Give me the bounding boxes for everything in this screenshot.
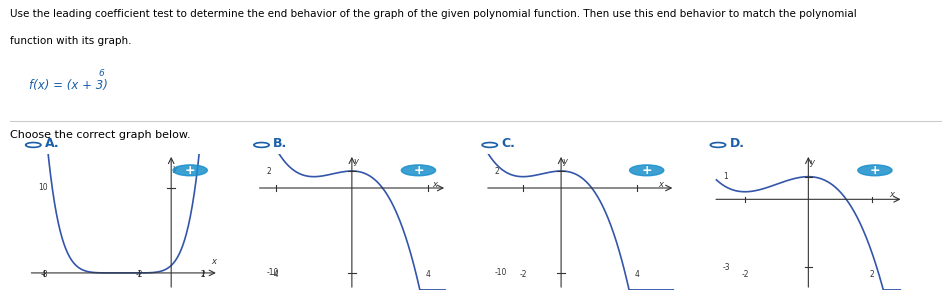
Text: 2: 2	[495, 166, 499, 175]
Text: 10: 10	[38, 184, 48, 192]
Text: 2: 2	[266, 166, 271, 175]
Text: y: y	[353, 157, 359, 166]
Text: -8: -8	[41, 270, 49, 279]
Text: -10: -10	[266, 268, 279, 278]
Text: f(x) = (x + 3): f(x) = (x + 3)	[29, 79, 107, 92]
Text: -2: -2	[519, 270, 527, 279]
Text: 2: 2	[869, 270, 874, 279]
Text: x: x	[889, 190, 894, 199]
Text: x: x	[433, 180, 437, 189]
Text: 1: 1	[723, 172, 728, 181]
Text: -10: -10	[495, 268, 507, 278]
Text: D.: D.	[729, 137, 745, 150]
Text: Use the leading coefficient test to determine the end behavior of the graph of t: Use the leading coefficient test to dete…	[10, 9, 856, 19]
Text: C.: C.	[501, 137, 515, 150]
Text: -3: -3	[723, 263, 730, 272]
Text: +: +	[184, 164, 196, 177]
Text: A.: A.	[45, 137, 59, 150]
Text: x: x	[658, 180, 663, 189]
Text: +: +	[641, 164, 652, 177]
Text: function with its graph.: function with its graph.	[10, 36, 131, 46]
Text: 4: 4	[634, 270, 640, 279]
Text: -2: -2	[136, 270, 144, 279]
Text: y: y	[172, 164, 178, 172]
Text: 2: 2	[201, 270, 205, 279]
Text: 4: 4	[425, 270, 431, 279]
Text: Choose the correct graph below.: Choose the correct graph below.	[10, 130, 190, 140]
Text: y: y	[809, 158, 815, 167]
Text: +: +	[413, 164, 424, 177]
Text: -2: -2	[741, 270, 748, 279]
Text: +: +	[869, 164, 881, 177]
Text: y: y	[562, 157, 568, 166]
Text: B.: B.	[273, 137, 287, 150]
Text: x: x	[212, 256, 217, 265]
Text: 6: 6	[98, 69, 104, 79]
Text: -4: -4	[272, 270, 280, 279]
